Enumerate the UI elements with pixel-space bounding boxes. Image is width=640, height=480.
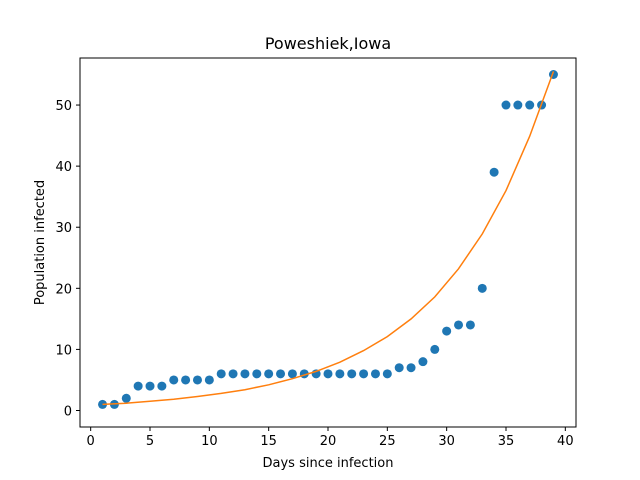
data-point — [121, 393, 131, 403]
data-point — [252, 369, 262, 379]
data-point — [347, 369, 357, 379]
y-tick-label: 0 — [64, 405, 72, 420]
data-point — [181, 375, 191, 385]
data-point — [228, 369, 238, 379]
y-tick-label: 50 — [55, 99, 72, 114]
data-point — [548, 69, 558, 79]
data-point — [382, 369, 392, 379]
data-point — [240, 369, 250, 379]
y-tick-label: 40 — [55, 160, 72, 175]
y-tick-label: 20 — [55, 282, 72, 297]
y-axis-label: Population infected — [33, 180, 48, 305]
data-point — [442, 326, 452, 336]
data-point — [204, 375, 214, 385]
data-point — [359, 369, 369, 379]
chart-title: Poweshiek,Iowa — [265, 34, 391, 53]
x-tick-label: 5 — [146, 434, 154, 449]
x-tick-label: 35 — [498, 434, 515, 449]
data-point — [145, 381, 155, 391]
data-point — [370, 369, 380, 379]
data-point — [525, 100, 535, 110]
x-tick-label: 40 — [557, 434, 574, 449]
data-point — [133, 381, 143, 391]
data-point — [192, 375, 202, 385]
data-point — [264, 369, 274, 379]
fit-curve — [102, 71, 555, 406]
x-tick-label: 30 — [438, 434, 455, 449]
data-point — [276, 369, 286, 379]
data-point — [157, 381, 167, 391]
data-point — [501, 100, 511, 110]
x-tick-label: 10 — [201, 434, 218, 449]
data-point — [216, 369, 226, 379]
x-tick-label: 20 — [320, 434, 337, 449]
data-point — [335, 369, 345, 379]
data-point — [489, 167, 499, 177]
data-point — [394, 363, 404, 373]
data-point — [454, 320, 464, 330]
x-tick-label: 15 — [260, 434, 277, 449]
data-point — [430, 344, 440, 354]
data-point — [406, 363, 416, 373]
x-axis-label: Days since infection — [263, 456, 394, 471]
x-tick-label: 0 — [87, 434, 95, 449]
data-point — [513, 100, 523, 110]
data-point — [287, 369, 297, 379]
data-point — [465, 320, 475, 330]
x-tick-label: 25 — [379, 434, 396, 449]
data-point — [477, 283, 487, 293]
y-tick-label: 30 — [55, 221, 72, 236]
data-point — [418, 357, 428, 367]
data-point — [323, 369, 333, 379]
y-tick-label: 10 — [55, 343, 72, 358]
data-point — [169, 375, 179, 385]
